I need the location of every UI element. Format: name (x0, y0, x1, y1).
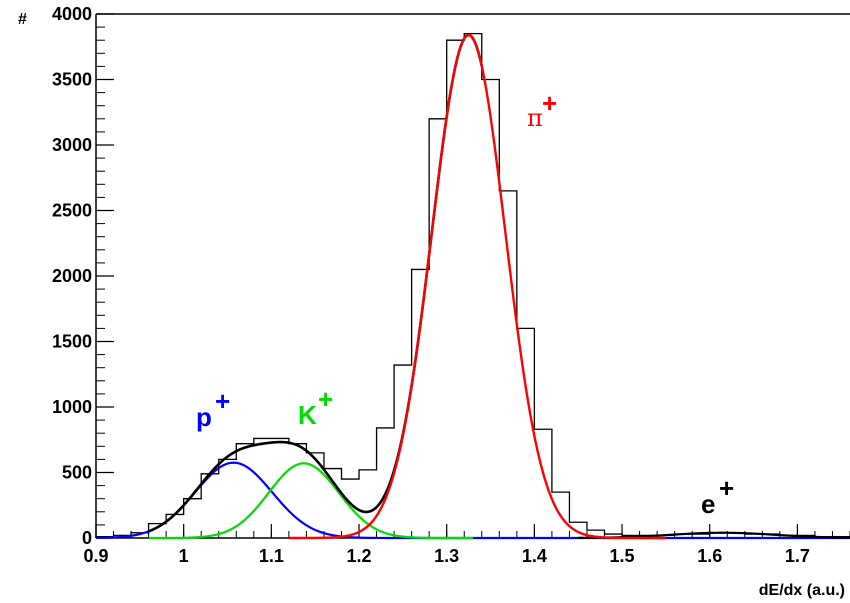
tick-labels: 0.9 1 1.1 1.2 1.3 1.4 1.5 1.6 1.7 0 500 1000 1500 200… (52, 4, 810, 566)
proton-label: p + (196, 386, 230, 432)
x-tick-label: 1.6 (697, 546, 722, 566)
y-tick-label: 1500 (52, 332, 92, 352)
x-tick-label: 1.1 (259, 546, 284, 566)
kaon-charge-label: + (318, 384, 333, 414)
y-tick-label: 3500 (52, 70, 92, 90)
y-tick-label: 4000 (52, 4, 92, 24)
electron-label: e + (701, 473, 734, 519)
x-tick-label: 0.9 (83, 546, 108, 566)
y-tick-label: 2500 (52, 201, 92, 221)
y-tick-label: 0 (82, 528, 92, 548)
x-tick-label: 1.2 (347, 546, 372, 566)
x-axis-title: dE/dx (a.u.) (759, 582, 845, 599)
y-tick-label: 1000 (52, 397, 92, 417)
proton-label-text: p (196, 402, 212, 432)
x-tick-label: 1 (179, 546, 189, 566)
proton-charge-label: + (215, 386, 230, 416)
pion-label-text: π (527, 104, 543, 132)
x-tick-label: 1.3 (434, 546, 459, 566)
electron-charge-label: + (719, 473, 734, 503)
y-tick-label: 2000 (52, 266, 92, 286)
kaon-label-text: K (298, 400, 317, 430)
pion-charge-label: + (542, 88, 557, 118)
total-fit-curve (148, 33, 484, 533)
pion-label: π + (527, 88, 557, 132)
kaon-fit-curve (148, 462, 473, 540)
electron-label-text: e (701, 489, 715, 519)
x-tick-label: 1.4 (522, 546, 547, 566)
y-tick-label: 3000 (52, 135, 92, 155)
y-tick-label: 500 (62, 463, 92, 483)
histogram-steps (95, 33, 850, 538)
pion-fit-curve (288, 33, 666, 540)
kaon-label: K + (298, 384, 333, 430)
ticks (95, 13, 850, 539)
axes (95, 13, 850, 539)
plot-area (95, 33, 850, 540)
y-axis-title: # (18, 11, 27, 28)
x-tick-label: 1.7 (785, 546, 810, 566)
x-tick-label: 1.5 (610, 546, 635, 566)
